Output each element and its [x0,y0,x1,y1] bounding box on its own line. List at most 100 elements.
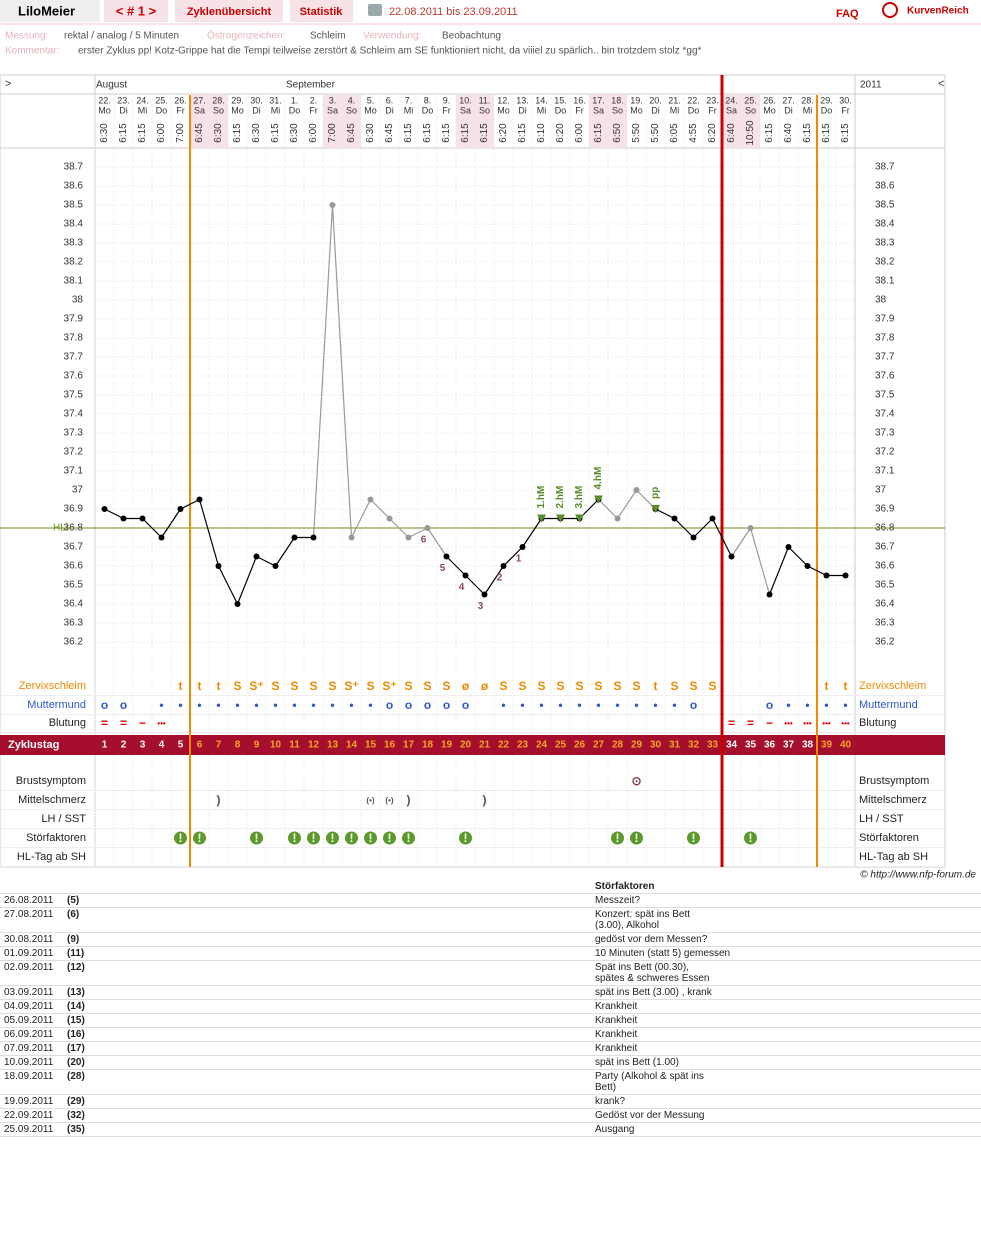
curve-segment [427,527,447,557]
row-symbol: ) [217,793,221,807]
tab-box[interactable] [175,0,283,22]
weekend-shade [456,95,475,148]
y-tick-label: 38.5 [875,200,895,211]
temperature-point [234,601,241,607]
disturbance-icon [288,831,301,845]
day-cell: (20) [63,1055,591,1070]
cycle-day: 6 [197,740,203,751]
time-label: 5:50 [650,123,661,143]
curve-segment [598,499,618,519]
cycle-day: 24 [536,740,548,751]
day-label: 23. [706,95,719,105]
month-label: August [96,80,127,91]
row-symbol: • [292,698,296,712]
row-symbol: S [271,679,279,693]
y-tick-label: 38 [875,295,887,306]
nav-arrow[interactable]: < [938,78,944,90]
tab[interactable]: Statistik [300,6,344,18]
weekday-label: Di [385,105,394,115]
cell [0,880,63,894]
row-symbol: ! [198,831,202,845]
copyright: © http://www.nfp-forum.de [860,870,976,880]
row-symbol: • [653,698,657,712]
day-label: 15. [554,95,567,105]
row-label: Mittelschmerz [18,794,86,806]
row-label: Zervixschleim [859,680,926,692]
print-icon[interactable] [368,4,382,16]
row-symbol: ! [635,831,639,845]
tab-box[interactable] [290,0,353,22]
curve-segment [711,518,733,557]
high-label: pp [650,487,661,499]
time-label: 6:15 [441,123,452,143]
weekday-label: Mo [630,105,643,115]
text-cell: Party (Alkohol & spät ins Bett) [591,1069,981,1095]
cycle-day: 16 [384,740,396,751]
cycle-day: 11 [289,740,300,751]
row-symbol: ! [331,831,335,845]
day-cell: (28) [63,1069,591,1095]
temperature-point [253,553,260,560]
row-symbol: o [690,698,697,712]
time-label: 6:15 [137,123,148,143]
nav-box[interactable] [104,0,168,22]
time-label: 6:20 [555,123,566,143]
temperature-point [804,563,811,569]
time-label: 6:50 [612,123,623,143]
date-cell: 26.08.2011 [0,893,63,908]
weekend-shade [722,95,741,148]
cycle-day: 3 [140,740,146,751]
text-cell: Krankheit [591,1027,981,1042]
row-label: LH / SST [859,813,904,825]
time-label: 6:15 [460,123,471,143]
y-tick-label: 37.5 [875,390,895,401]
cycle-nav[interactable]: < # 1 > [116,3,157,18]
day-cell: (35) [63,1122,591,1137]
y-tick-label: 36.4 [64,599,84,610]
y-tick-label: 38.6 [64,181,84,192]
y-tick-label: 38.2 [64,257,84,268]
tab[interactable]: Zyklenübersicht [187,6,272,18]
day-label: 20. [649,95,662,105]
row-label: Störfaktoren [26,832,86,844]
table-row: 25.09.2011 (35) Ausgang [0,1122,981,1137]
comment: erster Zyklus pp! Kotz-Grippe hat die Te… [78,46,702,57]
date-cell: 04.09.2011 [0,999,63,1014]
y-tick-label: 36.9 [64,504,84,515]
day-cell: (11) [63,946,591,961]
disturbance-icon [687,831,700,845]
time-label: 6:00 [308,123,319,143]
disturbance-icon [326,831,339,845]
y-tick-label: 36.9 [875,504,895,515]
day-label: 6. [386,95,394,105]
curve-segment [674,518,694,538]
text-cell: spät ins Bett (3.00) , krank [591,985,981,1000]
y-tick-label: 37.7 [875,352,895,363]
time-label: 6:15 [422,123,433,143]
row-symbol: S [233,679,241,693]
date-cell: 27.08.2011 [0,907,63,933]
y-tick-label: 37.9 [875,314,895,325]
logo[interactable]: KurvenReich [907,6,969,17]
row-symbol: ! [350,831,354,845]
temperature-point [158,534,165,541]
temperature-point [386,515,393,522]
faq-link[interactable]: FAQ [836,8,859,20]
y-tick-label: 38 [72,295,84,306]
text-cell: Krankheit [591,999,981,1014]
weekday-label: Di [784,105,793,115]
nav-arrow[interactable]: > [5,78,11,90]
weekday-label: Fr [176,105,185,115]
weekday-label: Fr [708,105,717,115]
time-label: 6:45 [346,123,357,143]
row-symbol: (•) [366,796,374,805]
row-symbol: • [843,698,847,712]
time-label: 7:00 [175,123,186,143]
row-symbol: ••• [784,719,793,728]
date-cell: 03.09.2011 [0,985,63,1000]
row-symbol: S [366,679,374,693]
curve-segment [768,546,790,595]
curve-segment [198,499,220,567]
curve-segment [807,565,827,577]
weekday-label: Fr [575,105,584,115]
